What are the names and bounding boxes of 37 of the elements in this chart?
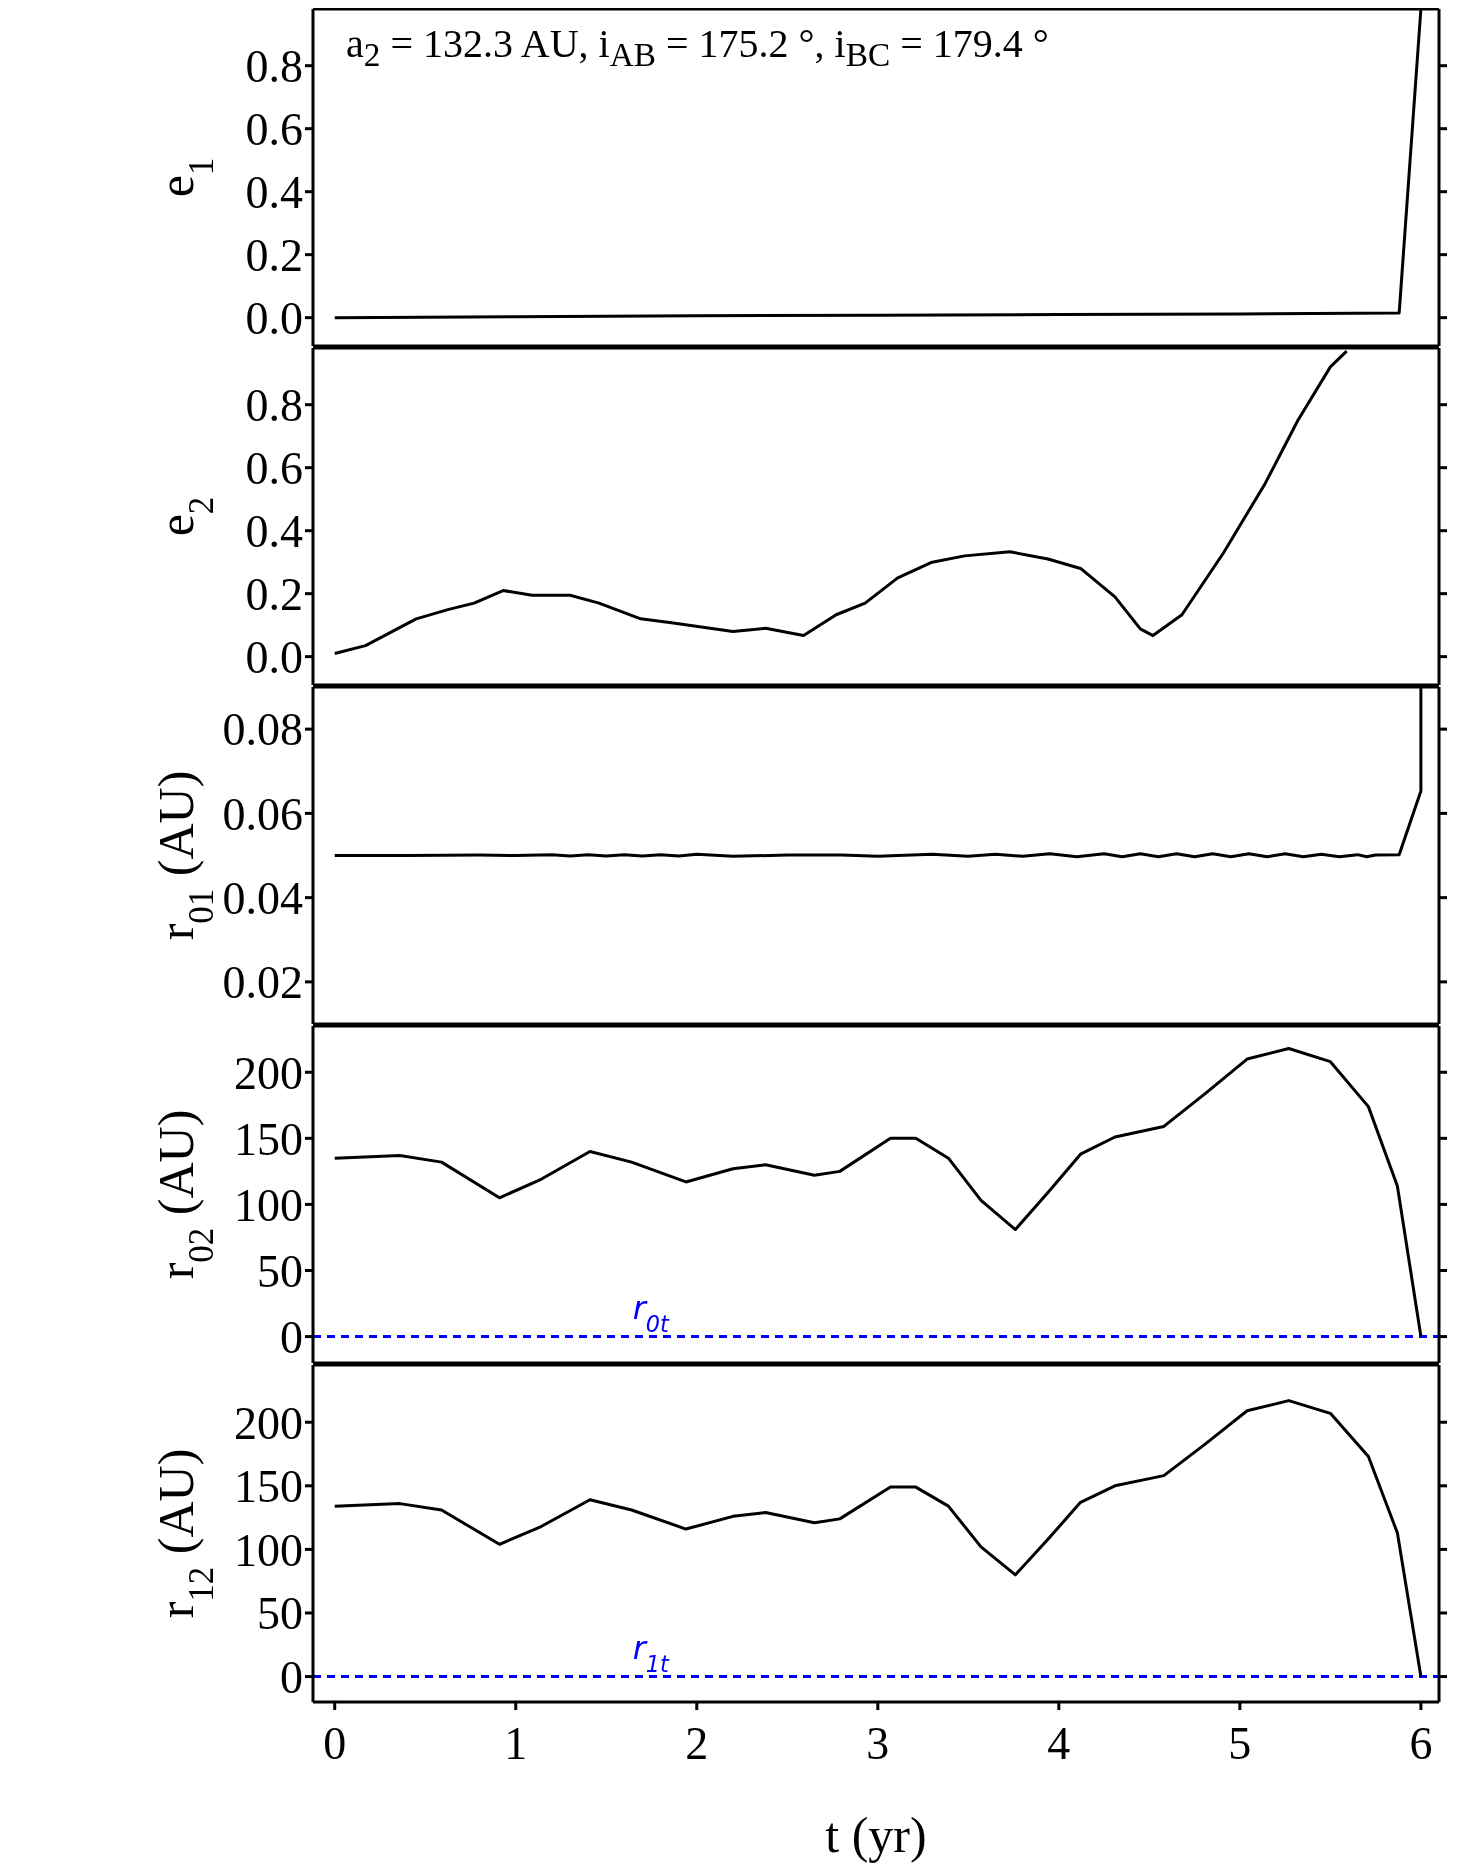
y-tick-label: 0.2 [245,229,303,281]
y-tick-label: 0.8 [245,41,303,93]
y-tick-label: 50 [257,1245,303,1297]
y-tick-label: 200 [234,1397,303,1449]
y-tick-label: 0.8 [245,380,303,432]
y-tick-label: 0.2 [245,568,303,620]
ref-line-label: r$_{1t}$ [632,1628,671,1677]
annotation: a$_{2}$ = 132.3 AU, i$_{AB}$ = 175.2 °, i$_{BC}$ = 179.4 ° [346,20,1049,74]
y-tick-label: 0.0 [245,631,303,683]
y-tick-label: 0.0 [245,292,303,344]
x-tick-label: 2 [685,1717,709,1769]
line-series [333,1399,1423,1679]
y-tick-label: 50 [257,1588,303,1640]
x-tick-label: 3 [866,1717,890,1769]
y-tick-label: 0.08 [222,704,303,756]
y-tick-label: 100 [234,1179,303,1231]
x-tick-label: 5 [1228,1717,1252,1769]
y-tick-label: 0.4 [245,167,303,218]
ref-line-label: r$_{0t}$ [632,1288,671,1337]
x-tick-label: 4 [1047,1717,1071,1769]
y-tick-label: 0 [280,1311,303,1363]
y-tick-label: 0.04 [222,872,303,924]
x-tick-label: 0 [323,1717,347,1769]
y-tick-label: 0.6 [245,443,303,495]
y-tick-label: 150 [234,1113,303,1165]
y-tick-label: 0.06 [222,788,303,840]
line-series [333,1046,1423,1339]
y-tick-label: 0.4 [245,506,303,557]
x-tick-label: 1 [504,1717,528,1769]
y-tick-label: 0.02 [222,957,303,1009]
y-tick-label: 200 [234,1047,303,1099]
y-tick-label: 100 [234,1524,303,1576]
x-tick-label: 6 [1409,1717,1433,1769]
y-tick-label: 0 [280,1651,303,1703]
y-tick-label: 0.6 [245,104,303,156]
y-tick-label: 150 [234,1461,303,1513]
x-axis-title: t (yr) [825,1807,927,1863]
